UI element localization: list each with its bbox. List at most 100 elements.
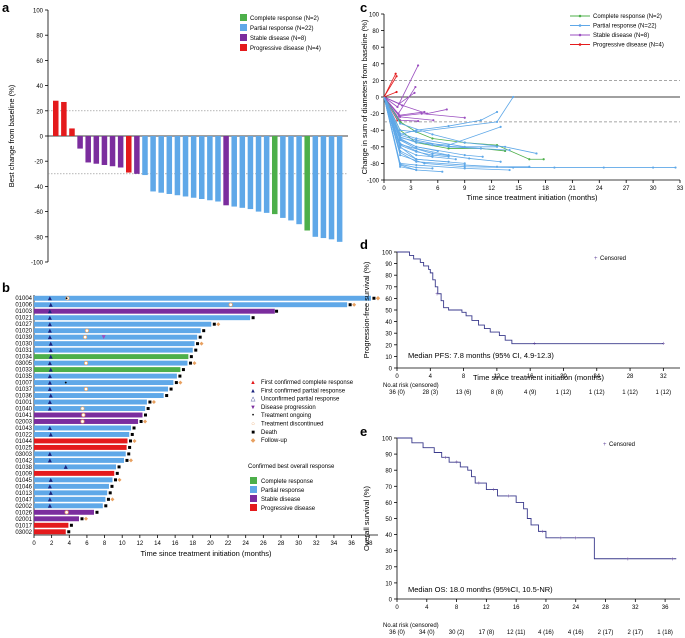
series-point: [416, 119, 420, 123]
death-marker: [251, 316, 255, 320]
legend-event-label: Follow-up: [261, 438, 288, 444]
death-marker: [174, 381, 178, 385]
first-response-marker: [47, 484, 52, 489]
legend-event-symbol: ▲: [250, 388, 256, 394]
legend-label: Partial response (N=22): [593, 24, 657, 30]
series-point: [415, 137, 418, 140]
x-axis-label: Time since treatment initiation (months): [466, 193, 598, 202]
x-tick-label: 8: [462, 374, 466, 380]
x-tick-label: 12: [494, 374, 501, 380]
x-tick-label: 20: [543, 605, 550, 611]
patient-label: 01044: [15, 439, 32, 445]
patient-label: 01022: [15, 432, 32, 438]
y-tick-label: -40: [370, 129, 379, 135]
censor-mark: +: [671, 557, 675, 563]
median-annotation: Median PFS: 7.8 months (95% CI, 4.9-12.3…: [408, 351, 554, 360]
death-marker: [108, 491, 112, 495]
discontinued-marker: [80, 419, 85, 424]
bar-PR: [296, 136, 302, 225]
series-line-PR: [383, 96, 449, 156]
bar-SD: [117, 136, 124, 168]
bar-SD: [134, 136, 140, 174]
first-response-marker: [48, 490, 53, 495]
y-axis-label: Change in sum of diameters from baseline…: [360, 19, 369, 174]
legend-label: Complete response (N=2): [593, 14, 662, 20]
swim-bar-PR: [34, 347, 193, 353]
risk-table-cell: 2 (17): [598, 630, 614, 636]
patient-label: 01036: [15, 394, 32, 400]
series-point: [447, 160, 450, 163]
death-marker: [188, 361, 192, 365]
followup-marker: [132, 438, 137, 443]
bar-SD: [101, 136, 108, 165]
x-tick-label: 36: [348, 541, 355, 547]
patient-label: 03003: [15, 452, 32, 458]
y-tick-label: 60: [372, 46, 379, 52]
discontinued-marker: [84, 328, 89, 333]
x-tick-label: 18: [189, 541, 196, 547]
first-response-marker: [47, 497, 52, 502]
discontinued-marker: [228, 302, 233, 307]
series-point: [468, 157, 471, 160]
x-tick-label: 8: [455, 605, 459, 611]
y-tick-label: -100: [31, 261, 44, 267]
legend-event-symbol: ■: [251, 430, 255, 436]
bar-PR: [288, 136, 294, 221]
discontinued-marker: [83, 335, 88, 340]
legend-label: Progressive disease (N=4): [593, 43, 664, 49]
series-point: [512, 166, 515, 169]
patient-label: 01033: [15, 368, 32, 374]
bar-SD: [93, 136, 100, 164]
swim-bar-PR: [34, 431, 130, 437]
x-tick-label: 12: [483, 605, 490, 611]
series-point: [499, 125, 502, 128]
censor-mark: +: [559, 536, 563, 542]
legend-event-symbol: ▲: [250, 380, 256, 386]
legend-label: Stable disease: [261, 497, 301, 503]
panel-label-e: e: [360, 424, 367, 439]
patient-label: 02001: [15, 517, 32, 523]
y-tick-label: 80: [385, 469, 392, 475]
followup-marker: [192, 361, 197, 366]
y-tick-label: 10: [385, 581, 392, 587]
death-marker: [146, 407, 150, 411]
death-marker: [110, 484, 114, 488]
risk-table-cell: 34 (0): [419, 630, 435, 636]
risk-table-cell: 17 (8): [479, 630, 495, 636]
x-tick-label: 30: [295, 541, 302, 547]
legend-event-symbol: ▼: [250, 405, 256, 411]
censor-mark: +: [626, 557, 630, 563]
swim-bar-PR: [34, 490, 108, 496]
bar-PR: [174, 136, 181, 196]
y-tick-label: 70: [385, 285, 392, 291]
swim-bar-PR: [34, 464, 117, 470]
x-tick-label: 16: [527, 374, 534, 380]
series-point: [399, 129, 402, 132]
legend-label: Partial response (N=22): [250, 26, 314, 32]
series-point: [431, 144, 434, 147]
series-line-PD: [383, 91, 397, 98]
series-point: [463, 167, 466, 170]
censor-mark: +: [492, 488, 496, 494]
followup-marker: [151, 400, 156, 405]
bar-PR: [207, 136, 213, 201]
patient-label: 01035: [15, 374, 32, 380]
legend-event-symbol: •: [252, 413, 254, 419]
swim-bar-PR: [34, 457, 124, 463]
swim-bar-PR: [34, 425, 132, 431]
patient-label: 01025: [15, 445, 32, 451]
series-point: [400, 104, 404, 107]
first-response-marker: [48, 341, 53, 346]
death-marker: [169, 387, 173, 391]
series-point: [415, 129, 418, 132]
x-tick-label: 6: [436, 186, 440, 192]
first-response-marker: [47, 406, 52, 411]
x-tick-label: 12: [137, 541, 144, 547]
x-tick-label: 14: [154, 541, 161, 547]
patient-label: 01045: [15, 478, 32, 484]
first-response-marker: [47, 296, 52, 301]
progression-marker: [101, 335, 106, 340]
legend-event-label: First confirmed partial response: [261, 388, 346, 394]
y-tick-label: 20: [385, 343, 392, 349]
panel-e-os: 0 10 20 30 40 50 60 70 80 90 100 0 4 8 12 16 20 24 28 32 36 O…: [362, 437, 680, 636]
